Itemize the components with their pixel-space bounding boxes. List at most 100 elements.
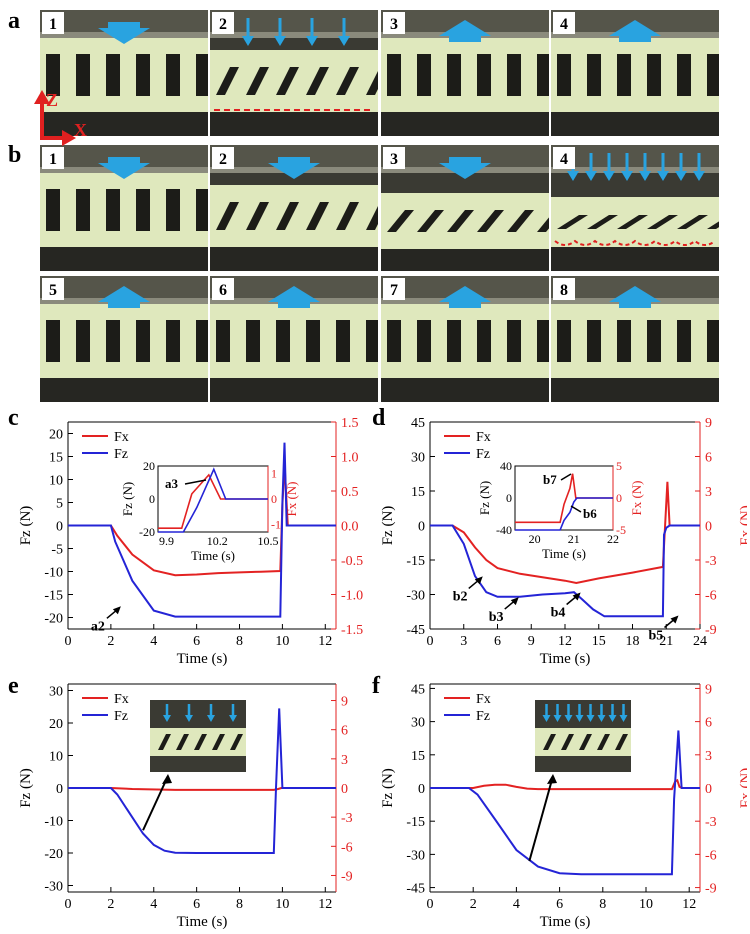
slot-3	[617, 54, 631, 96]
frame-number-box	[42, 147, 64, 169]
legend-label-fz: Fz	[476, 709, 490, 724]
inset-y2-tick-label: 1	[271, 467, 277, 481]
frame-number-box	[383, 278, 405, 300]
x-axis-label: X	[74, 120, 87, 140]
y-tick-label: 45	[411, 416, 425, 431]
frame-illustration: 2	[210, 145, 378, 271]
down-arrow-icon	[439, 157, 491, 179]
slot-5	[166, 189, 180, 231]
force-arrow-icon	[567, 171, 579, 181]
frame-number-box	[553, 12, 575, 34]
inset-force-arrow-icon	[597, 715, 606, 722]
slot-5	[677, 215, 708, 229]
force-arrow-icon	[603, 171, 615, 181]
panel-label-b: b	[8, 142, 22, 168]
slot-6	[366, 206, 378, 230]
inset-photo	[150, 700, 246, 772]
top-plate	[210, 10, 378, 36]
inset-series-fz	[515, 497, 613, 531]
x-tick-label: 12	[558, 634, 572, 649]
frame-number-box	[42, 278, 64, 300]
y-tick-label: 0	[418, 782, 425, 797]
slot-1	[387, 54, 401, 96]
inset-x-tick-label: 9.9	[159, 534, 174, 548]
slot-2	[76, 189, 90, 231]
up-arrow-icon	[439, 286, 491, 308]
up-arrow-icon	[439, 20, 491, 42]
frame-number-box	[212, 278, 234, 300]
x-tick-label: 2	[470, 897, 477, 912]
down-arrow-icon	[268, 157, 320, 179]
photo-frame-b-7: 7	[381, 276, 549, 402]
y2-tick-label: 9	[705, 682, 712, 697]
slot-5	[507, 210, 534, 232]
photo-frame-b-3: 3	[381, 145, 549, 271]
frame-number: 4	[560, 151, 568, 168]
frame-number: 5	[49, 282, 57, 299]
x-tick-label: 10	[275, 897, 289, 912]
photo-frame-b-5: 5	[40, 276, 208, 402]
legend-label-fx: Fx	[114, 692, 129, 707]
inset-y-tick-label: 40	[500, 459, 512, 473]
panel-label-e: e	[8, 673, 19, 699]
z-axis-label: Z	[46, 90, 58, 110]
slot-1	[557, 215, 588, 229]
slot-5	[507, 320, 521, 362]
y2-axis-label: Fx (N)	[738, 505, 747, 545]
x-tick-label: 0	[65, 897, 72, 912]
frame-number: 3	[390, 16, 398, 33]
photo-frame-b-2: 2	[210, 145, 378, 271]
y2-tick-label: -0.5	[341, 554, 363, 569]
down-arrow-icon	[98, 157, 150, 179]
elastomer-body	[40, 173, 208, 247]
up-arrow-icon	[609, 286, 661, 308]
x-tick-label: 10	[275, 634, 289, 649]
annotation-b3: b3	[489, 610, 504, 625]
x-tick-label: 8	[599, 897, 606, 912]
inset-y-tick-label: 0	[506, 491, 512, 505]
inset-y-axis-label: Fz (N)	[120, 482, 135, 516]
slot-1	[46, 189, 60, 231]
y2-tick-label: -9	[341, 869, 353, 884]
y-tick-label: 0	[418, 520, 425, 535]
slot-4	[477, 54, 491, 96]
y-tick-label: 15	[411, 749, 425, 764]
frame-number-box	[42, 12, 64, 34]
y2-tick-label: 9	[341, 695, 348, 710]
y2-tick-label: 0	[705, 520, 712, 535]
slot-1	[216, 202, 239, 230]
slot-1	[46, 54, 60, 96]
inset-y2-tick-label: 0	[616, 491, 622, 505]
pointer-arrowhead	[162, 774, 172, 784]
inset-annotation-arrow	[570, 505, 582, 513]
annotation-arrowhead	[670, 615, 679, 624]
frame-illustration: 3	[381, 145, 549, 271]
slot-3	[447, 54, 461, 96]
inset-annotation-arrow	[184, 479, 207, 485]
inset-photo	[535, 700, 631, 772]
x-axis-arrowhead	[62, 130, 76, 146]
base-plate	[551, 378, 719, 402]
inset-y2-tick-label: -5	[616, 523, 626, 537]
z-axis-arrowhead	[34, 90, 50, 104]
y2-tick-label: -3	[705, 815, 717, 830]
inset-x-axis-label: Time (s)	[542, 546, 586, 561]
force-arrow-icon	[639, 171, 651, 181]
y-tick-label: -45	[406, 882, 425, 897]
inset-photo-slot	[579, 734, 592, 750]
pointer-arrow	[528, 775, 554, 862]
inset-annotation-arrow	[560, 473, 572, 481]
x-tick-label: 18	[626, 634, 640, 649]
annotation-a2: a2	[91, 619, 105, 634]
slot-4	[647, 320, 661, 362]
slot-5	[166, 320, 180, 362]
legend-label-fz: Fz	[114, 709, 128, 724]
y2-tick-label: 0.0	[341, 520, 359, 535]
slot-4	[306, 202, 329, 230]
slot-2	[417, 320, 431, 362]
inset-force-arrow-icon	[542, 715, 551, 722]
frame-number: 2	[219, 151, 227, 168]
slot-2	[587, 54, 601, 96]
chart-e: 0 2 4 6 8 10 12-30-20-100102030-9-6-30369Time …	[18, 683, 353, 930]
y2-tick-label: -6	[705, 848, 717, 863]
